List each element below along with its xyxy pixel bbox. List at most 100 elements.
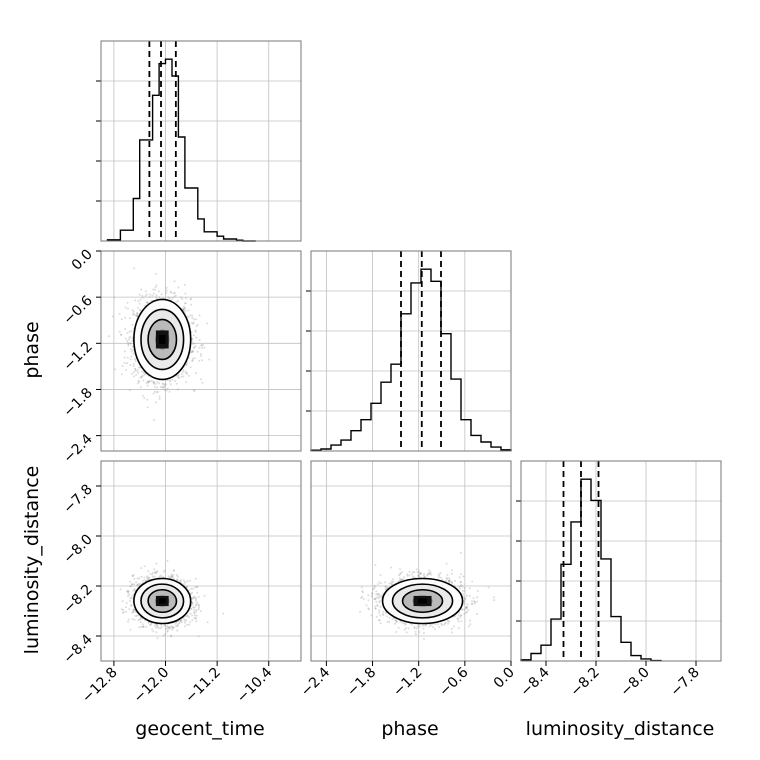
sample-point	[195, 614, 198, 617]
geocent_time-vs-phase-frame	[100, 250, 302, 452]
sample-point	[127, 341, 129, 344]
sample-point	[182, 579, 185, 582]
sample-point	[380, 582, 382, 585]
sample-point	[130, 597, 133, 600]
sample-point	[139, 309, 142, 312]
sample-point	[136, 369, 139, 372]
sample-point	[189, 612, 192, 615]
sample-point	[162, 386, 165, 389]
sample-point	[165, 389, 168, 392]
sample-point	[146, 301, 149, 304]
sample-point	[195, 586, 198, 589]
sample-point	[195, 617, 198, 620]
sample-point	[126, 362, 129, 365]
sample-point	[427, 571, 430, 574]
sample-point	[140, 567, 143, 570]
sample-point	[191, 314, 194, 317]
sample-point	[178, 620, 181, 623]
sample-point	[139, 366, 142, 369]
sample-point	[183, 625, 186, 628]
sample-point	[129, 342, 132, 345]
sample-point	[172, 577, 175, 580]
sample-point	[413, 626, 416, 628]
sample-point	[142, 379, 145, 382]
sample-point	[173, 295, 176, 298]
sample-point	[203, 594, 206, 597]
sample-point	[164, 633, 167, 636]
sample-point	[138, 380, 140, 383]
sample-point	[195, 372, 198, 375]
sample-point	[174, 294, 177, 297]
sample-point	[138, 293, 141, 296]
sample-point	[191, 338, 194, 341]
sample-point	[193, 612, 196, 615]
sample-point	[138, 577, 141, 580]
sample-point	[190, 607, 193, 610]
sample-point	[194, 329, 197, 332]
sample-point	[128, 338, 130, 341]
sample-point	[151, 571, 154, 574]
sample-point	[457, 618, 460, 621]
sample-point	[180, 373, 183, 376]
sample-point	[194, 616, 197, 619]
sample-point	[156, 570, 159, 573]
sample-point	[136, 306, 139, 309]
sample-point	[123, 350, 126, 353]
sample-point	[133, 608, 136, 611]
sample-point	[192, 321, 195, 324]
sample-point	[152, 392, 155, 395]
sample-point	[166, 629, 169, 632]
sample-point	[184, 307, 186, 310]
sample-point	[191, 591, 194, 594]
sample-point	[465, 611, 468, 614]
sample-point	[362, 591, 365, 594]
sample-point	[182, 308, 185, 311]
sample-point	[129, 364, 132, 367]
sample-point	[139, 617, 142, 620]
sample-point	[129, 600, 132, 602]
sample-point	[131, 345, 134, 348]
sample-point	[136, 312, 139, 314]
sample-point	[155, 631, 158, 634]
sample-point	[170, 573, 173, 576]
sample-point	[153, 575, 156, 578]
sample-point	[142, 625, 145, 628]
sample-point	[157, 290, 160, 293]
sample-point	[146, 302, 149, 305]
sample-point	[191, 350, 194, 353]
sample-point	[195, 609, 198, 611]
sample-point	[185, 363, 188, 366]
sample-point	[155, 562, 158, 565]
sample-point	[150, 622, 153, 625]
sample-point	[195, 336, 198, 339]
sample-point	[141, 579, 144, 582]
sample-point	[376, 605, 379, 607]
sample-point	[134, 370, 137, 372]
sample-point	[140, 376, 143, 379]
sample-point	[194, 577, 197, 580]
sample-point	[148, 576, 151, 579]
sample-point	[131, 618, 134, 621]
sample-point	[195, 603, 198, 606]
sample-point	[190, 587, 193, 590]
sample-point	[144, 290, 147, 293]
sample-point	[153, 568, 156, 571]
sample-point	[127, 595, 129, 598]
sample-point	[127, 620, 129, 623]
sample-point	[190, 351, 193, 354]
sample-point	[182, 375, 185, 378]
sample-point	[378, 609, 381, 612]
sample-point	[136, 315, 139, 318]
sample-point	[107, 335, 110, 338]
sample-point	[197, 595, 200, 598]
sample-point	[121, 373, 124, 376]
sample-point	[171, 575, 174, 578]
sample-point	[184, 292, 187, 295]
sample-point	[156, 637, 159, 640]
sample-point	[138, 618, 141, 621]
sample-point	[142, 625, 145, 628]
sample-point	[197, 635, 200, 638]
sample-point	[378, 601, 381, 604]
sample-point	[171, 575, 174, 578]
sample-point	[154, 572, 157, 574]
